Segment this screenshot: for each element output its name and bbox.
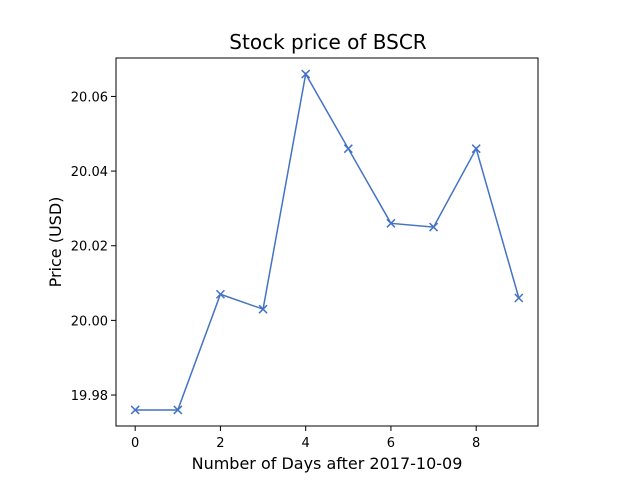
x-axis-ticks: 0 2 4 6 8 — [131, 426, 480, 451]
y-axis-label: Price (USD) — [46, 197, 65, 288]
y-axis-ticks: 19.98 20.00 20.02 20.04 20.06 — [71, 90, 116, 404]
data-point-marker — [471, 144, 481, 154]
x-axis-label: Number of Days after 2017-10-09 — [192, 454, 463, 473]
data-point-marker — [429, 222, 439, 232]
data-point-marker — [130, 405, 140, 415]
x-tick-label: 4 — [302, 436, 310, 451]
y-tick-label: 20.06 — [71, 90, 108, 105]
data-point-marker — [343, 144, 353, 154]
data-point-marker — [215, 289, 225, 299]
x-tick-label: 6 — [387, 436, 395, 451]
plot-area-frame — [115, 57, 539, 427]
y-tick-label: 20.04 — [71, 165, 108, 180]
data-point-marker — [301, 69, 311, 79]
series-line — [135, 71, 520, 411]
series-markers — [130, 69, 524, 415]
x-tick-label: 0 — [131, 436, 139, 451]
chart-title: Stock price of BSCR — [229, 30, 427, 54]
data-point-marker — [514, 293, 524, 303]
y-tick-label: 20.02 — [71, 240, 108, 255]
x-tick-label: 8 — [472, 436, 480, 451]
data-point-marker — [258, 304, 268, 314]
y-tick-label: 19.98 — [71, 389, 108, 404]
y-tick-label: 20.00 — [71, 314, 108, 329]
data-point-marker — [173, 405, 183, 415]
data-point-marker — [386, 218, 396, 228]
x-tick-label: 2 — [216, 436, 224, 451]
